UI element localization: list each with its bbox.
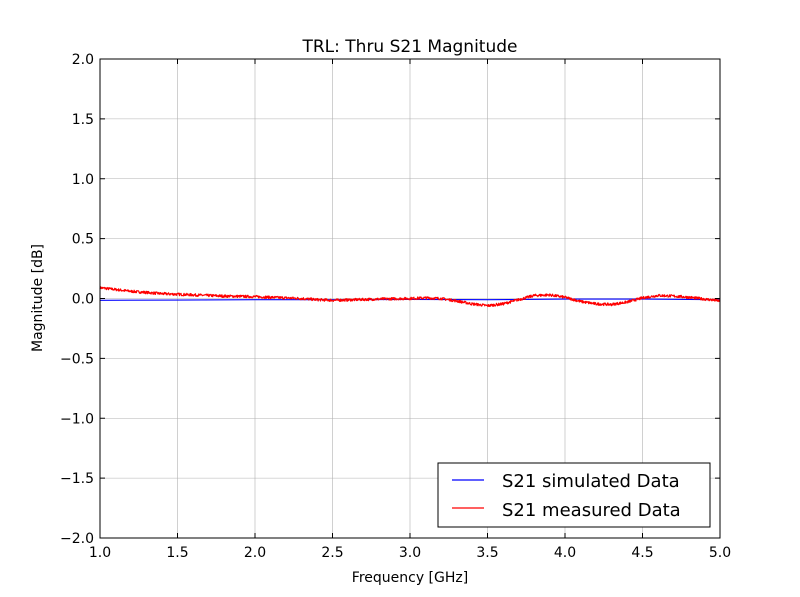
y-tick-label: 0.5 <box>72 232 94 248</box>
y-tick-label: 1.5 <box>72 112 94 128</box>
legend-box <box>437 462 711 528</box>
x-axis-label: Frequency [GHz] <box>352 570 468 586</box>
x-tick-label: 4.5 <box>631 545 653 561</box>
x-tick-label: 4.0 <box>554 545 576 561</box>
y-tick-label: −2.0 <box>60 531 94 547</box>
x-tick-label: 1.0 <box>89 545 111 561</box>
x-tick-label: 2.0 <box>244 545 266 561</box>
y-tick-label: 0.0 <box>72 292 94 308</box>
chart-title: TRL: Thru S21 Magnitude <box>301 37 517 57</box>
y-tick-label: 2.0 <box>72 52 94 68</box>
y-tick-label: −1.0 <box>60 411 94 427</box>
x-tick-label: 2.5 <box>321 545 343 561</box>
y-tick-label: −0.5 <box>60 351 94 367</box>
x-tick-label: 3.0 <box>399 545 421 561</box>
x-tick-label: 1.5 <box>166 545 188 561</box>
series-line-measured <box>99 286 721 308</box>
legend-label-simulated: S21 simulated Data <box>502 471 680 492</box>
y-tick-label: −1.5 <box>60 471 94 487</box>
x-tick-label: 5.0 <box>709 545 731 561</box>
series-layer <box>99 286 721 308</box>
legend: S21 simulated Data S21 measured Data <box>437 462 711 528</box>
axis-ticks: 1.0 1.5 2.0 2.5 3.0 3.5 4.0 4.5 5.0 2.0 1.5 1.0 0.5 0… <box>60 52 731 561</box>
x-tick-label: 3.5 <box>476 545 498 561</box>
legend-label-measured: S21 measured Data <box>502 500 681 521</box>
y-tick-label: 1.0 <box>72 172 94 188</box>
y-axis-label: Magnitude [dB] <box>30 244 46 352</box>
